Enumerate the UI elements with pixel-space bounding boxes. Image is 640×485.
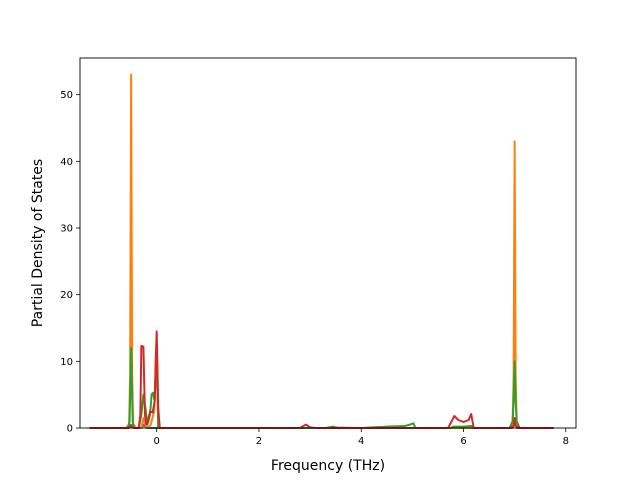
y-tick-label: 0 bbox=[67, 424, 73, 435]
y-tick-label: 40 bbox=[60, 157, 73, 168]
y-axis-label: Partial Density of States bbox=[30, 159, 46, 327]
y-axis-ticks: 0 10 20 30 40 50 bbox=[60, 90, 80, 435]
y-tick-label: 10 bbox=[60, 357, 73, 368]
x-tick-label: 6 bbox=[460, 436, 466, 447]
y-tick-label: 50 bbox=[60, 90, 73, 101]
x-axis-ticks: 0 2 4 6 8 bbox=[154, 428, 569, 447]
axes-frame bbox=[79, 57, 577, 429]
x-axis-label: Frequency (THz) bbox=[271, 458, 385, 474]
x-tick-label: 2 bbox=[256, 436, 262, 447]
x-tick-label: 8 bbox=[563, 436, 569, 447]
x-tick-label: 4 bbox=[358, 436, 364, 447]
y-tick-label: 20 bbox=[60, 290, 73, 301]
y-tick-label: 30 bbox=[60, 224, 73, 235]
x-tick-label: 0 bbox=[154, 436, 160, 447]
